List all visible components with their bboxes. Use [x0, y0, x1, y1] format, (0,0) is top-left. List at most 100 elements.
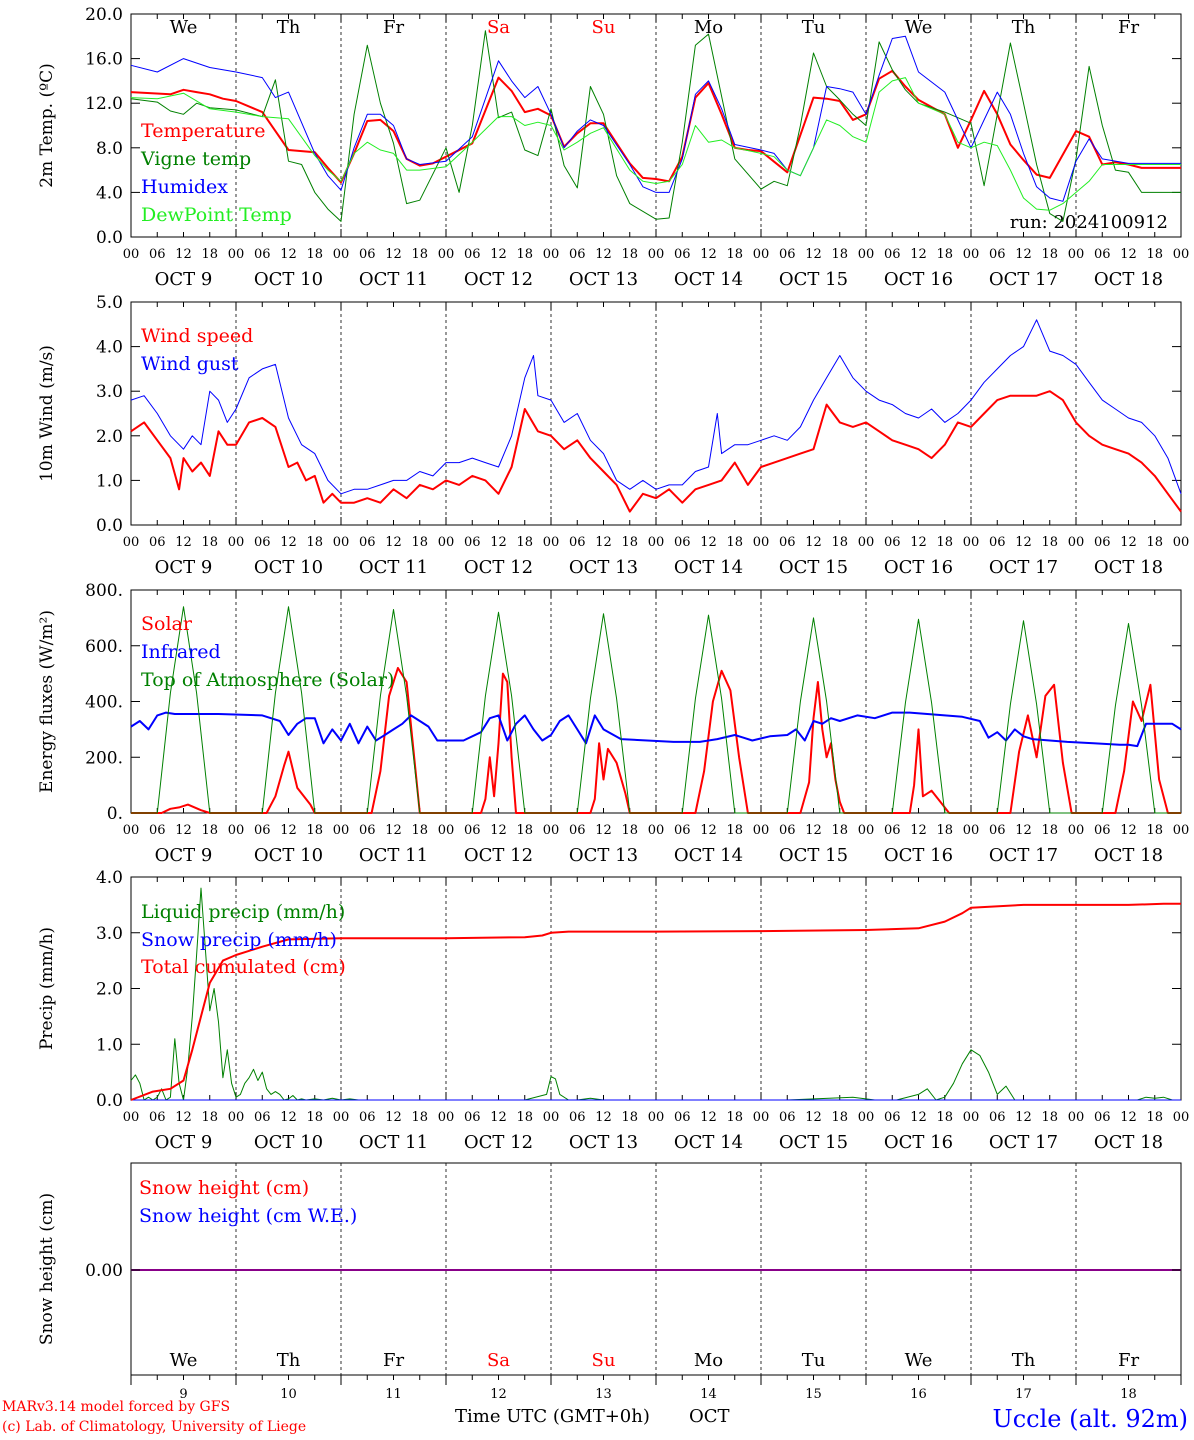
- hour-tick-label: 18: [726, 1110, 743, 1125]
- hour-tick-label: 00: [123, 823, 140, 838]
- hour-tick-label: 00: [753, 823, 770, 838]
- series-line: [131, 606, 1181, 814]
- hour-tick-label: 18: [1146, 247, 1163, 262]
- y-tick-label: 4.0: [96, 338, 123, 358]
- hour-tick-label: 00: [963, 247, 980, 262]
- date-label: OCT 17: [989, 1132, 1058, 1153]
- legend-entry: Vigne temp: [140, 148, 251, 170]
- hour-tick-label: 18: [516, 823, 533, 838]
- y-tick-label: 16.0: [85, 50, 123, 70]
- series-line: [131, 667, 1181, 814]
- hour-tick-label: 00: [228, 535, 245, 550]
- hour-tick-label: 00: [1068, 1110, 1085, 1125]
- hour-tick-label: 06: [149, 1110, 166, 1125]
- hour-tick-label: 12: [490, 1110, 507, 1125]
- hour-tick-label: 12: [280, 247, 297, 262]
- hour-tick-label: 00: [1068, 535, 1085, 550]
- hour-tick-label: 18: [1041, 823, 1058, 838]
- hour-tick-label: 12: [595, 1110, 612, 1125]
- hour-tick-label: 06: [254, 535, 271, 550]
- legend-entry: DewPoint Temp: [141, 204, 292, 226]
- date-label: OCT 12: [464, 557, 533, 578]
- hour-tick-label: 18: [726, 247, 743, 262]
- hour-tick-label: 06: [674, 823, 691, 838]
- date-label: OCT 17: [989, 269, 1058, 290]
- hour-tick-label: 18: [936, 247, 953, 262]
- hour-tick-label: 12: [700, 823, 717, 838]
- day-name-label: Tu: [802, 1350, 826, 1371]
- day-name-label: Th: [1012, 1350, 1036, 1371]
- hour-tick-label: 12: [595, 247, 612, 262]
- y-tick-label: 3.0: [96, 382, 123, 402]
- hour-tick-label: 00: [648, 247, 665, 262]
- hour-tick-label: 12: [280, 823, 297, 838]
- hour-tick-label: 00: [858, 1110, 875, 1125]
- y-tick-label: 5.0: [96, 293, 123, 313]
- hour-tick-label: 12: [1120, 535, 1137, 550]
- hour-tick-label: 06: [359, 823, 376, 838]
- hour-tick-label: 18: [621, 535, 638, 550]
- date-label: OCT 18: [1094, 557, 1163, 578]
- day-number-label: 14: [700, 1387, 717, 1402]
- hour-tick-label: 00: [543, 535, 560, 550]
- date-label: OCT 13: [569, 557, 638, 578]
- date-label: OCT 15: [779, 557, 848, 578]
- hour-tick-label: 18: [411, 247, 428, 262]
- y-tick-label: 600.: [85, 637, 123, 657]
- y-tick-label: 8.0: [96, 139, 123, 159]
- day-name-label: We: [170, 1350, 198, 1371]
- date-label: OCT 9: [155, 269, 213, 290]
- date-label: OCT 10: [254, 1132, 323, 1153]
- hour-tick-label: 12: [175, 1110, 192, 1125]
- hour-tick-label: 00: [123, 247, 140, 262]
- panel-4: Precip (mm/h)00 06 12 18 00 06 12 18 00 06 12 18 00 0…: [37, 868, 1189, 1153]
- hour-tick-label: 06: [779, 247, 796, 262]
- hour-tick-label: 18: [726, 535, 743, 550]
- hour-tick-label: 00: [438, 823, 455, 838]
- x-axis-label: Time UTC (GMT+0h): [455, 1406, 650, 1427]
- y-axis-label: 2m Temp. (ºC): [37, 63, 57, 188]
- hour-tick-label: 12: [385, 247, 402, 262]
- hour-tick-label: 12: [595, 535, 612, 550]
- hour-tick-label: 06: [254, 823, 271, 838]
- day-name-label: Su: [592, 1350, 616, 1371]
- hour-tick-label: 00: [648, 535, 665, 550]
- series-line: [130, 319, 1182, 495]
- day-name-label: Fr: [1118, 1350, 1139, 1371]
- date-label: OCT 18: [1094, 1132, 1163, 1153]
- hour-tick-label: 18: [201, 823, 218, 838]
- hour-tick-label: 00: [1173, 247, 1190, 262]
- y-tick-label: 1.0: [96, 471, 123, 491]
- legend-entry: Top of Atmosphere (Solar): [141, 669, 394, 691]
- date-label: OCT 15: [779, 269, 848, 290]
- hour-tick-label: 06: [1094, 823, 1111, 838]
- y-tick-label: 0.: [107, 804, 123, 824]
- hour-tick-label: 12: [805, 535, 822, 550]
- hour-tick-label: 18: [1146, 823, 1163, 838]
- hour-tick-label: 06: [674, 535, 691, 550]
- hour-tick-label: 12: [1015, 535, 1032, 550]
- hour-tick-label: 06: [149, 535, 166, 550]
- hour-tick-label: 12: [910, 1110, 927, 1125]
- hour-tick-label: 06: [569, 823, 586, 838]
- panel-1: 2m Temp. (ºC)00 06 12 18 00 06 12 18 00 06 12 18 00 0…: [37, 5, 1189, 290]
- date-label: OCT 10: [254, 269, 323, 290]
- hour-tick-label: 12: [700, 535, 717, 550]
- date-label: OCT 14: [674, 269, 743, 290]
- day-name-label: Fr: [1118, 17, 1139, 38]
- hour-tick-label: 06: [359, 535, 376, 550]
- y-tick-label: 400.: [85, 693, 123, 713]
- date-label: OCT 9: [155, 557, 213, 578]
- legend-entry: Temperature: [141, 120, 265, 142]
- hour-tick-label: 18: [201, 247, 218, 262]
- date-label: OCT 18: [1094, 269, 1163, 290]
- hour-tick-label: 18: [306, 535, 323, 550]
- date-label: OCT 18: [1094, 845, 1163, 866]
- hour-tick-label: 18: [831, 247, 848, 262]
- hour-tick-label: 18: [936, 1110, 953, 1125]
- panel-5: Snow height (cm) Snow height (cm) Snow hei…: [37, 1162, 1182, 1402]
- hour-tick-label: 00: [543, 247, 560, 262]
- hour-tick-label: 06: [884, 247, 901, 262]
- date-label: OCT 9: [155, 1132, 213, 1153]
